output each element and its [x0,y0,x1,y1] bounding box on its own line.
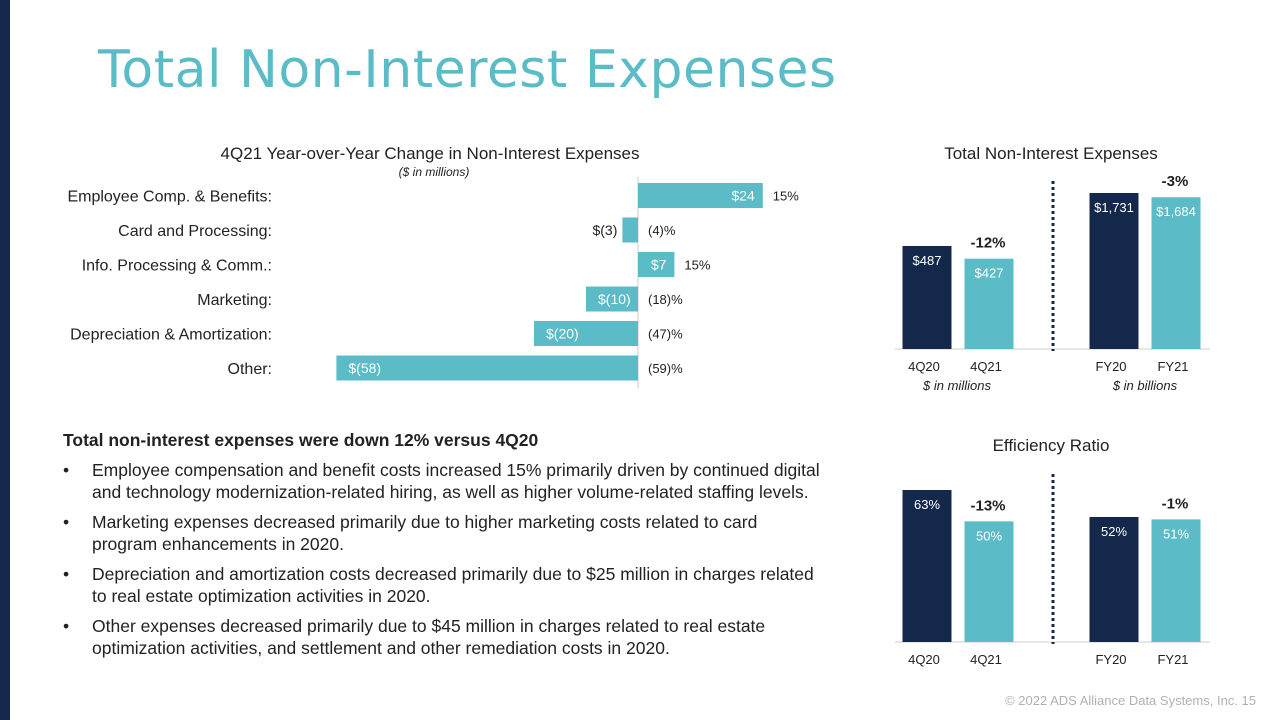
value-label: $1,731 [1094,200,1134,215]
category-label: 4Q20 [908,652,940,667]
summary-bullet: • Depreciation and amortization costs dec… [63,563,823,607]
value-label: $7 [651,257,667,273]
value-label: $(58) [348,360,381,376]
percent-label: (4)% [648,223,676,238]
bar [1089,517,1139,642]
category-label: Card and Processing: [118,223,272,240]
footer-copyright: © 2022 ADS Alliance Data Systems, Inc. 1… [1005,693,1256,708]
bar [1151,197,1201,349]
category-label: FY21 [1157,359,1188,374]
category-label: 4Q20 [908,359,940,374]
value-label: 63% [914,497,940,512]
percent-label: 15% [773,189,799,204]
percent-label: 15% [684,258,710,273]
summary-bullet-list: • Employee compensation and benefit costs… [63,459,823,659]
bullet-text: Employee compensation and benefit costs … [92,460,820,502]
summary-bullet: • Marketing expenses decreased primarily … [63,511,823,555]
bar [336,355,638,381]
value-label: $(10) [598,291,631,307]
value-label: $(20) [546,326,579,342]
bar [964,521,1014,642]
value-label: $427 [975,266,1004,281]
value-label: $24 [731,188,755,204]
bullet-text: Other expenses decreased primarily due t… [92,616,766,658]
bar [534,321,638,346]
change-label: -12% [970,235,1005,252]
page-title: Total Non-Interest Expenses [98,40,837,100]
left-accent-bar [0,0,10,720]
chart-title: 4Q21 Year-over-Year Change in Non-Intere… [221,144,640,163]
bar [902,246,952,349]
summary-bullet: • Employee compensation and benefit costs… [63,459,823,503]
bullet-text: Depreciation and amortization costs decr… [92,564,814,606]
bullet-marker: • [63,512,70,532]
bullet-marker: • [63,616,70,636]
efficiency-ratio-chart: Efficiency Ratio 63% 4Q20 50% 4Q21 52% FY20 51%… [895,436,1210,667]
chart-title: Total Non-Interest Expenses [944,144,1158,163]
value-label: 52% [1101,524,1127,539]
value-label: 50% [976,528,1002,543]
category-label: Info. Processing & Comm.: [82,258,272,275]
category-label: 4Q21 [970,359,1002,374]
bullet-marker: • [63,460,70,480]
bar [586,286,638,312]
bar [1089,193,1139,349]
category-label: Depreciation & Amortization: [70,327,272,344]
bar [638,252,675,277]
change-label: -3% [1162,173,1189,190]
unit-note: $ in billions [1112,378,1178,393]
category-label: FY20 [1095,652,1126,667]
bar [1151,519,1201,642]
percent-label: (18)% [648,292,683,307]
category-label: 4Q21 [970,652,1002,667]
category-label: FY21 [1157,652,1188,667]
value-label: $(3) [592,222,617,238]
summary-section: Total non-interest expenses were down 12… [63,429,823,667]
bar [902,490,952,642]
total-expenses-chart: Total Non-Interest Expenses $487 4Q20 $427 4… [895,144,1210,393]
category-label: Employee Comp. & Benefits: [67,189,272,206]
chart-subtitle: ($ in millions) [399,165,470,179]
value-label: $1,684 [1156,204,1196,219]
category-label: Marketing: [197,292,272,309]
percent-label: (59)% [648,361,683,376]
category-label: FY20 [1095,359,1126,374]
unit-note: $ in millions [922,378,991,393]
category-label: Other: [228,361,272,378]
value-label: 51% [1163,526,1189,541]
value-label: $487 [913,253,942,268]
bullet-marker: • [63,564,70,584]
summary-heading: Total non-interest expenses were down 12… [63,430,539,450]
bar [964,258,1014,349]
bar [638,183,763,208]
bullet-text: Marketing expenses decreased primarily d… [92,512,758,554]
chart-title: Efficiency Ratio [993,436,1110,455]
bar [622,217,638,243]
summary-bullet: • Other expenses decreased primarily due … [63,615,823,659]
change-label: -13% [970,497,1005,514]
change-label: -1% [1162,495,1189,512]
yoy-change-chart: 4Q21 Year-over-Year Change in Non-Intere… [67,144,799,388]
percent-label: (47)% [648,327,683,342]
